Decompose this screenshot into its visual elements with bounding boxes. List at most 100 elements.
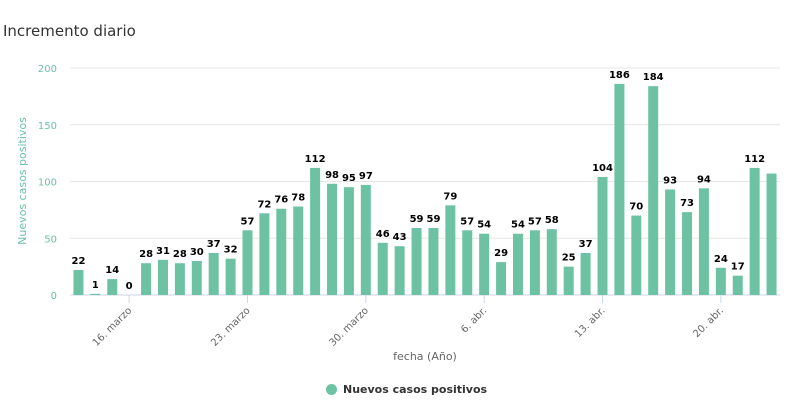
- x-tick-label: 13. abr.: [573, 305, 608, 340]
- bar[interactable]: [563, 266, 574, 295]
- bar[interactable]: [411, 228, 422, 295]
- bar[interactable]: [259, 213, 270, 295]
- bar[interactable]: [665, 189, 676, 295]
- data-label: 94: [697, 174, 711, 185]
- bar[interactable]: [276, 208, 287, 295]
- data-label: 54: [511, 220, 525, 231]
- data-label: 98: [325, 170, 339, 181]
- data-label: 57: [460, 216, 474, 227]
- x-tick-label: 6. abr.: [459, 305, 489, 335]
- y-axis-label: Nuevos casos positivos: [16, 117, 29, 245]
- data-label: 58: [545, 215, 559, 226]
- bar[interactable]: [191, 260, 202, 295]
- bar[interactable]: [360, 184, 371, 295]
- bar[interactable]: [766, 173, 777, 295]
- data-label: 37: [207, 239, 221, 250]
- data-label: 104: [592, 163, 613, 174]
- bar[interactable]: [343, 187, 354, 295]
- x-tick-label: 20. abr.: [691, 305, 726, 340]
- bar[interactable]: [242, 230, 253, 295]
- y-tick-label: 0: [51, 291, 57, 302]
- bar[interactable]: [107, 279, 118, 295]
- legend-dot-icon: [326, 384, 337, 395]
- x-tick-label: 23. marzo: [209, 305, 252, 348]
- data-label: 59: [410, 214, 424, 225]
- data-label: 25: [562, 253, 576, 264]
- data-label: 46: [376, 229, 390, 240]
- y-tick-label: 50: [44, 234, 57, 245]
- data-label: 29: [494, 248, 508, 259]
- data-label: 112: [305, 154, 326, 165]
- y-tick-label: 100: [38, 178, 57, 189]
- bar[interactable]: [648, 86, 659, 295]
- data-label: 32: [224, 245, 238, 256]
- bar[interactable]: [631, 215, 642, 295]
- bar[interactable]: [597, 176, 608, 295]
- bar[interactable]: [496, 262, 507, 295]
- legend-label: Nuevos casos positivos: [343, 383, 488, 396]
- y-tick-label: 200: [38, 64, 57, 75]
- bar[interactable]: [546, 229, 557, 295]
- bar[interactable]: [208, 253, 219, 295]
- data-label: 28: [173, 249, 187, 260]
- data-label: 73: [680, 198, 694, 209]
- data-label: 54: [477, 220, 491, 231]
- bar[interactable]: [529, 230, 540, 295]
- data-label: 0: [126, 281, 133, 292]
- bar[interactable]: [512, 233, 523, 295]
- bar[interactable]: [310, 167, 321, 295]
- bar[interactable]: [394, 246, 405, 295]
- y-tick-label: 150: [38, 121, 57, 132]
- data-label: 31: [156, 246, 170, 257]
- data-label: 28: [139, 249, 153, 260]
- data-label: 93: [663, 175, 677, 186]
- bar[interactable]: [614, 83, 625, 295]
- data-label: 186: [609, 70, 630, 81]
- bar[interactable]: [73, 270, 84, 295]
- data-label: 17: [731, 262, 745, 273]
- bar[interactable]: [462, 230, 473, 295]
- legend-item[interactable]: Nuevos casos positivos: [326, 383, 487, 396]
- bar[interactable]: [141, 263, 152, 295]
- bar[interactable]: [225, 258, 236, 295]
- data-label: 57: [528, 216, 542, 227]
- bar[interactable]: [682, 212, 693, 295]
- chart-title: Incremento diario: [3, 22, 136, 40]
- data-label: 72: [257, 199, 271, 210]
- data-label: 57: [241, 216, 255, 227]
- data-label: 184: [643, 72, 664, 83]
- bar[interactable]: [428, 228, 439, 295]
- bar[interactable]: [174, 263, 185, 295]
- data-label: 22: [71, 256, 85, 267]
- bar[interactable]: [445, 205, 456, 295]
- bar[interactable]: [327, 183, 338, 295]
- bar[interactable]: [90, 293, 101, 295]
- bar[interactable]: [749, 167, 760, 295]
- data-label: 24: [714, 254, 728, 265]
- bar[interactable]: [580, 253, 591, 295]
- bar[interactable]: [377, 242, 388, 295]
- data-label: 78: [291, 192, 305, 203]
- bar[interactable]: [293, 206, 304, 295]
- data-label: 79: [443, 191, 457, 202]
- x-tick-label: 30. marzo: [328, 305, 371, 348]
- data-label: 76: [274, 195, 288, 206]
- data-label: 59: [426, 214, 440, 225]
- bar[interactable]: [479, 233, 490, 295]
- data-label: 97: [359, 171, 373, 182]
- bar[interactable]: [157, 259, 168, 295]
- data-label: 37: [579, 239, 593, 250]
- data-label: 95: [342, 173, 356, 184]
- bar[interactable]: [732, 275, 743, 295]
- data-label: 14: [105, 265, 119, 276]
- data-label: 1: [92, 280, 99, 291]
- data-label: 43: [393, 232, 407, 243]
- data-label: 112: [744, 154, 765, 165]
- x-axis-label: fecha (Año): [393, 350, 457, 363]
- x-tick-label: 16. marzo: [91, 305, 134, 348]
- bar[interactable]: [698, 188, 709, 295]
- bar[interactable]: [715, 267, 726, 295]
- data-label: 30: [190, 247, 204, 258]
